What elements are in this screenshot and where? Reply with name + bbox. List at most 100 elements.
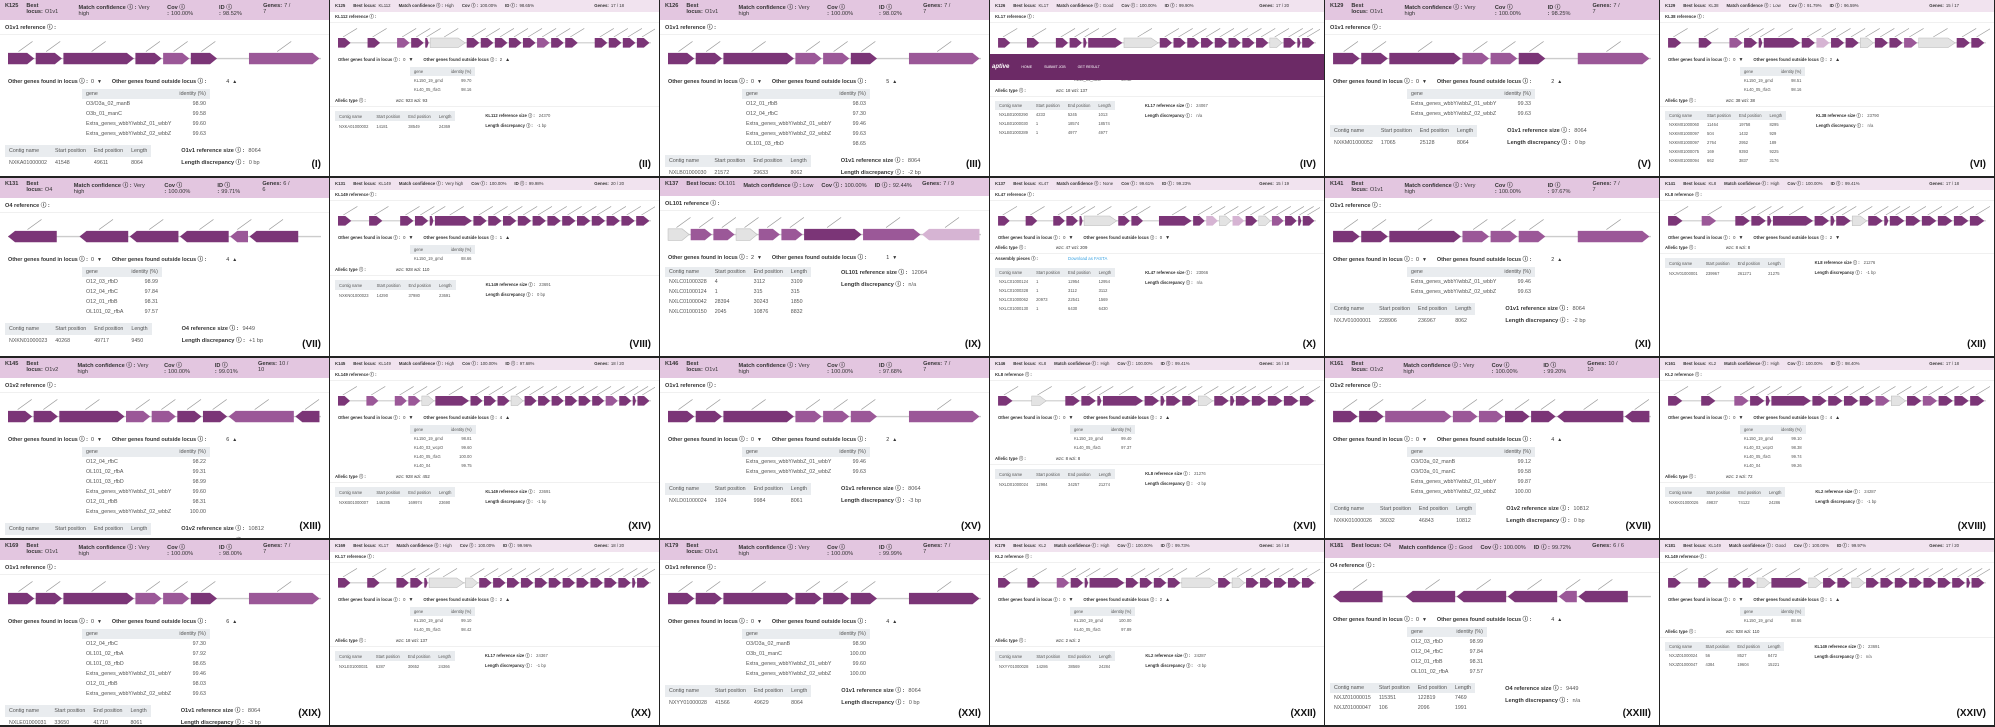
gene-arrow[interactable] [1228, 38, 1241, 48]
caret-icon[interactable]: ▼ [1738, 57, 1744, 63]
gene-arrow[interactable] [493, 578, 506, 588]
gene-arrow[interactable] [1166, 396, 1181, 406]
gene-arrow[interactable] [636, 38, 650, 48]
gene-arrow[interactable] [151, 410, 176, 423]
gene-arrow[interactable] [410, 578, 423, 588]
gene-arrow[interactable] [367, 38, 381, 48]
gene-arrow[interactable] [850, 52, 878, 65]
other-genes-outside-locus-toggle[interactable]: Other genes found outside locus ⓘ :4 ▲ [112, 77, 237, 85]
gene-arrow[interactable] [1462, 230, 1490, 243]
gene-arrow[interactable] [1056, 578, 1070, 588]
other-genes-in-locus-toggle[interactable]: Other genes found in locus ⓘ :0 ▼ [338, 597, 413, 603]
nav-item-submit-job[interactable]: SUBMIT JOB [1044, 65, 1066, 69]
caret-icon[interactable]: ▼ [756, 437, 762, 443]
gene-arrow[interactable] [396, 578, 409, 588]
gene-arrow[interactable] [1758, 38, 1763, 48]
gene-arrow[interactable] [1299, 396, 1315, 406]
caret-icon[interactable]: ▲ [1835, 415, 1841, 421]
gene-arrow[interactable] [604, 578, 617, 588]
gene-arrow[interactable] [1302, 216, 1315, 226]
gene-arrow[interactable] [551, 38, 564, 48]
gene-arrow[interactable] [998, 216, 1010, 226]
gene-arrow[interactable] [1814, 216, 1830, 226]
caret-icon[interactable]: ▲ [1165, 415, 1171, 421]
gene-arrow[interactable] [1507, 590, 1558, 603]
gene-arrow[interactable] [367, 578, 380, 588]
gene-arrow[interactable] [434, 216, 472, 226]
other-genes-in-locus-toggle[interactable]: Other genes found in locus ⓘ :0 ▼ [338, 235, 413, 241]
caret-icon[interactable]: ▲ [505, 597, 511, 603]
other-genes-outside-locus-toggle[interactable]: Other genes found outside locus ⓘ :2 ▲ [1083, 415, 1170, 421]
gene-arrow[interactable] [532, 216, 546, 226]
gene-arrow[interactable] [1812, 396, 1827, 406]
caret-icon[interactable]: ▼ [756, 79, 762, 85]
gene-arrow[interactable] [470, 396, 483, 406]
gene-arrow[interactable] [1875, 396, 1890, 406]
gene-arrow[interactable] [1231, 577, 1245, 588]
gene-arrow[interactable] [1889, 38, 1903, 48]
gene-arrow[interactable] [850, 410, 878, 423]
other-genes-outside-locus-toggle[interactable]: Other genes found outside locus ⓘ :4 ▲ [112, 255, 237, 263]
gene-arrow[interactable] [8, 52, 35, 65]
gene-arrow[interactable] [1907, 396, 1922, 406]
gene-arrow[interactable] [1389, 230, 1461, 243]
gene-arrow[interactable] [735, 228, 758, 241]
caret-icon[interactable]: ▼ [1421, 79, 1427, 85]
gene-arrow[interactable] [524, 396, 537, 406]
other-genes-outside-locus-toggle[interactable]: Other genes found outside locus ⓘ :0 ▼ [1083, 235, 1170, 241]
gene-arrow[interactable] [414, 216, 429, 226]
gene-arrow[interactable] [1771, 396, 1811, 406]
gene-arrow[interactable] [179, 230, 229, 243]
gene-arrow[interactable] [507, 578, 520, 588]
gene-arrow[interactable] [1283, 396, 1299, 406]
gene-arrow[interactable] [466, 38, 480, 48]
gene-arrow[interactable] [295, 410, 320, 423]
gene-arrow[interactable] [1765, 396, 1770, 406]
gene-arrow[interactable] [592, 396, 605, 406]
gene-arrow[interactable] [1088, 38, 1123, 48]
gene-arrow[interactable] [1859, 396, 1874, 406]
gene-arrow[interactable] [1153, 578, 1167, 588]
other-genes-in-locus-toggle[interactable]: Other genes found in locus ⓘ :0 ▼ [8, 77, 102, 85]
other-genes-outside-locus-toggle[interactable]: Other genes found outside locus ⓘ :4 ▲ [423, 415, 510, 421]
gene-arrow[interactable] [621, 216, 635, 226]
gene-arrow[interactable] [1668, 38, 1682, 48]
gene-arrow[interactable] [1894, 578, 1908, 588]
gene-arrow[interactable] [1131, 216, 1143, 226]
gene-arrow[interactable] [1089, 578, 1125, 588]
gene-arrow[interactable] [1518, 230, 1546, 243]
gene-arrow[interactable] [1952, 578, 1966, 588]
gene-arrow[interactable] [1578, 590, 1628, 603]
gene-arrow[interactable] [1729, 38, 1743, 48]
gene-arrow[interactable] [1577, 52, 1650, 65]
gene-arrow[interactable] [637, 396, 650, 406]
other-genes-in-locus-toggle[interactable]: Other genes found in locus ⓘ :0 ▼ [1668, 235, 1743, 241]
caret-icon[interactable]: ▼ [1421, 617, 1427, 623]
gene-arrow[interactable] [517, 216, 532, 226]
gene-arrow[interactable] [548, 578, 562, 588]
gene-arrow[interactable] [1904, 38, 1918, 48]
gene-arrow[interactable] [1698, 578, 1712, 588]
gene-arrow[interactable] [998, 396, 1013, 406]
gene-arrow[interactable] [1260, 578, 1273, 588]
gene-arrow[interactable] [1297, 38, 1301, 48]
gene-arrow[interactable] [1767, 216, 1772, 226]
caret-icon[interactable]: ▼ [1738, 597, 1744, 603]
other-genes-outside-locus-toggle[interactable]: Other genes found outside locus ⓘ :2 ▼ [1753, 235, 1840, 241]
gene-arrow[interactable] [411, 38, 424, 48]
gene-arrow[interactable] [804, 228, 862, 241]
gene-arrow[interactable] [795, 410, 822, 423]
gene-arrow[interactable] [713, 228, 735, 241]
gene-arrow[interactable] [758, 228, 780, 241]
gene-arrow[interactable] [1837, 578, 1851, 588]
gene-arrow[interactable] [908, 410, 980, 423]
gene-arrow[interactable] [1258, 215, 1271, 226]
gene-arrow[interactable] [1214, 396, 1229, 406]
gene-arrow[interactable] [8, 410, 33, 423]
gene-arrow[interactable] [1918, 37, 1956, 48]
gene-arrow[interactable] [1359, 410, 1384, 423]
caret-icon[interactable]: ▼ [96, 79, 102, 85]
other-genes-outside-locus-toggle[interactable]: Other genes found outside locus ⓘ :2 ▲ [1083, 597, 1170, 603]
gene-arrow[interactable] [1361, 230, 1388, 243]
gene-arrow[interactable] [1828, 396, 1843, 406]
